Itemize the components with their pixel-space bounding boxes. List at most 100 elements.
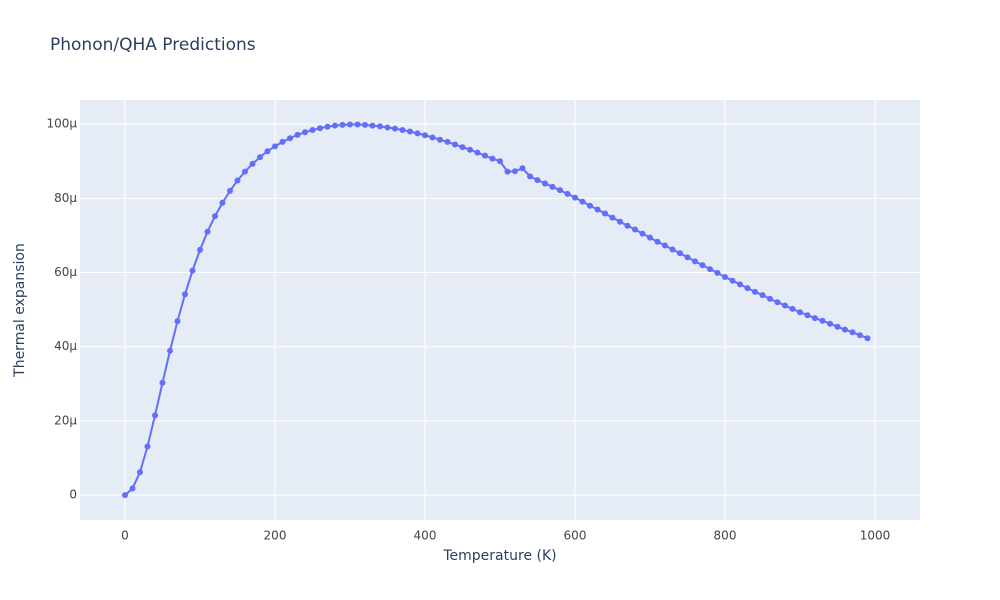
y-tick-label: 40µ xyxy=(54,339,77,353)
data-point xyxy=(819,317,826,324)
data-point xyxy=(714,269,721,276)
data-point xyxy=(272,143,278,150)
data-point xyxy=(377,123,383,130)
data-point xyxy=(804,312,811,319)
data-point xyxy=(549,183,556,190)
data-point xyxy=(137,469,143,476)
data-point xyxy=(324,123,331,130)
y-tick-label: 100µ xyxy=(46,117,77,131)
data-point xyxy=(677,250,683,257)
data-point xyxy=(797,309,803,316)
data-point xyxy=(129,485,136,492)
data-point xyxy=(744,285,751,292)
data-point xyxy=(384,124,391,131)
data-point xyxy=(437,136,443,143)
data-line xyxy=(124,123,868,496)
data-point xyxy=(684,254,691,261)
data-point xyxy=(692,258,698,265)
data-point xyxy=(459,144,466,151)
data-point xyxy=(159,379,166,386)
data-point xyxy=(467,146,473,153)
data-point xyxy=(827,320,833,327)
data-point xyxy=(519,165,526,172)
data-point xyxy=(414,130,421,137)
y-tick-label: 60µ xyxy=(54,265,77,279)
x-tick-label: 400 xyxy=(414,529,437,543)
data-point xyxy=(197,246,203,253)
x-tick-label: 200 xyxy=(264,529,287,543)
y-axis-title: Thermal expansion xyxy=(12,243,28,378)
data-point xyxy=(332,122,338,129)
data-point xyxy=(579,198,586,205)
data-point xyxy=(257,154,263,161)
data-point xyxy=(647,234,653,241)
data-point xyxy=(489,155,496,162)
data-point xyxy=(774,299,781,306)
data-point xyxy=(722,273,728,280)
data-point xyxy=(812,315,818,322)
data-point xyxy=(347,121,353,128)
data-point xyxy=(407,128,413,135)
x-tick-label: 800 xyxy=(714,529,737,543)
data-point xyxy=(602,210,608,217)
data-point xyxy=(864,335,871,342)
data-point xyxy=(564,190,571,197)
data-point xyxy=(339,121,346,128)
data-point xyxy=(527,173,533,180)
data-point xyxy=(572,194,578,201)
data-point xyxy=(444,138,451,145)
data-point xyxy=(219,199,226,206)
plot-area xyxy=(80,100,920,520)
data-point xyxy=(189,267,196,274)
data-point xyxy=(287,135,293,142)
data-point xyxy=(144,443,151,450)
data-point xyxy=(759,292,766,299)
data-point xyxy=(512,168,518,175)
data-point xyxy=(392,125,398,132)
data-point xyxy=(782,302,788,309)
data-point xyxy=(609,214,616,221)
data-point xyxy=(212,213,218,220)
data-point xyxy=(369,122,376,129)
data-point xyxy=(429,134,436,141)
data-point xyxy=(497,158,503,165)
data-point xyxy=(662,242,668,249)
data-point xyxy=(849,329,856,336)
data-point xyxy=(789,305,796,312)
data-point xyxy=(167,347,173,354)
x-tick-label: 600 xyxy=(564,529,587,543)
data-point xyxy=(309,127,316,134)
data-point xyxy=(557,187,563,194)
data-point xyxy=(174,318,181,325)
data-point xyxy=(504,168,511,175)
chart-title: Phonon/QHA Predictions xyxy=(50,35,256,55)
data-point xyxy=(587,202,593,209)
data-point xyxy=(699,262,706,269)
data-point xyxy=(857,332,863,339)
data-point xyxy=(534,177,541,184)
x-tick-label: 1000 xyxy=(860,529,891,543)
data-point xyxy=(632,226,638,233)
data-point xyxy=(182,291,188,298)
data-point xyxy=(669,246,676,253)
x-axis-title: Temperature (K) xyxy=(442,548,556,564)
data-point xyxy=(204,228,211,235)
data-point xyxy=(842,326,848,333)
data-point xyxy=(249,160,256,167)
data-point xyxy=(452,141,458,148)
data-point xyxy=(234,177,241,184)
data-point xyxy=(122,492,128,499)
data-point xyxy=(737,281,743,288)
data-point xyxy=(617,218,623,225)
data-point xyxy=(542,180,548,187)
data-point xyxy=(752,288,758,295)
data-point xyxy=(302,129,308,136)
data-point xyxy=(482,152,488,159)
x-tick-label: 0 xyxy=(121,529,129,543)
y-tick-label: 20µ xyxy=(54,413,77,427)
data-point xyxy=(264,148,271,155)
data-point xyxy=(729,277,736,284)
data-point xyxy=(707,266,713,273)
data-point xyxy=(624,222,631,229)
